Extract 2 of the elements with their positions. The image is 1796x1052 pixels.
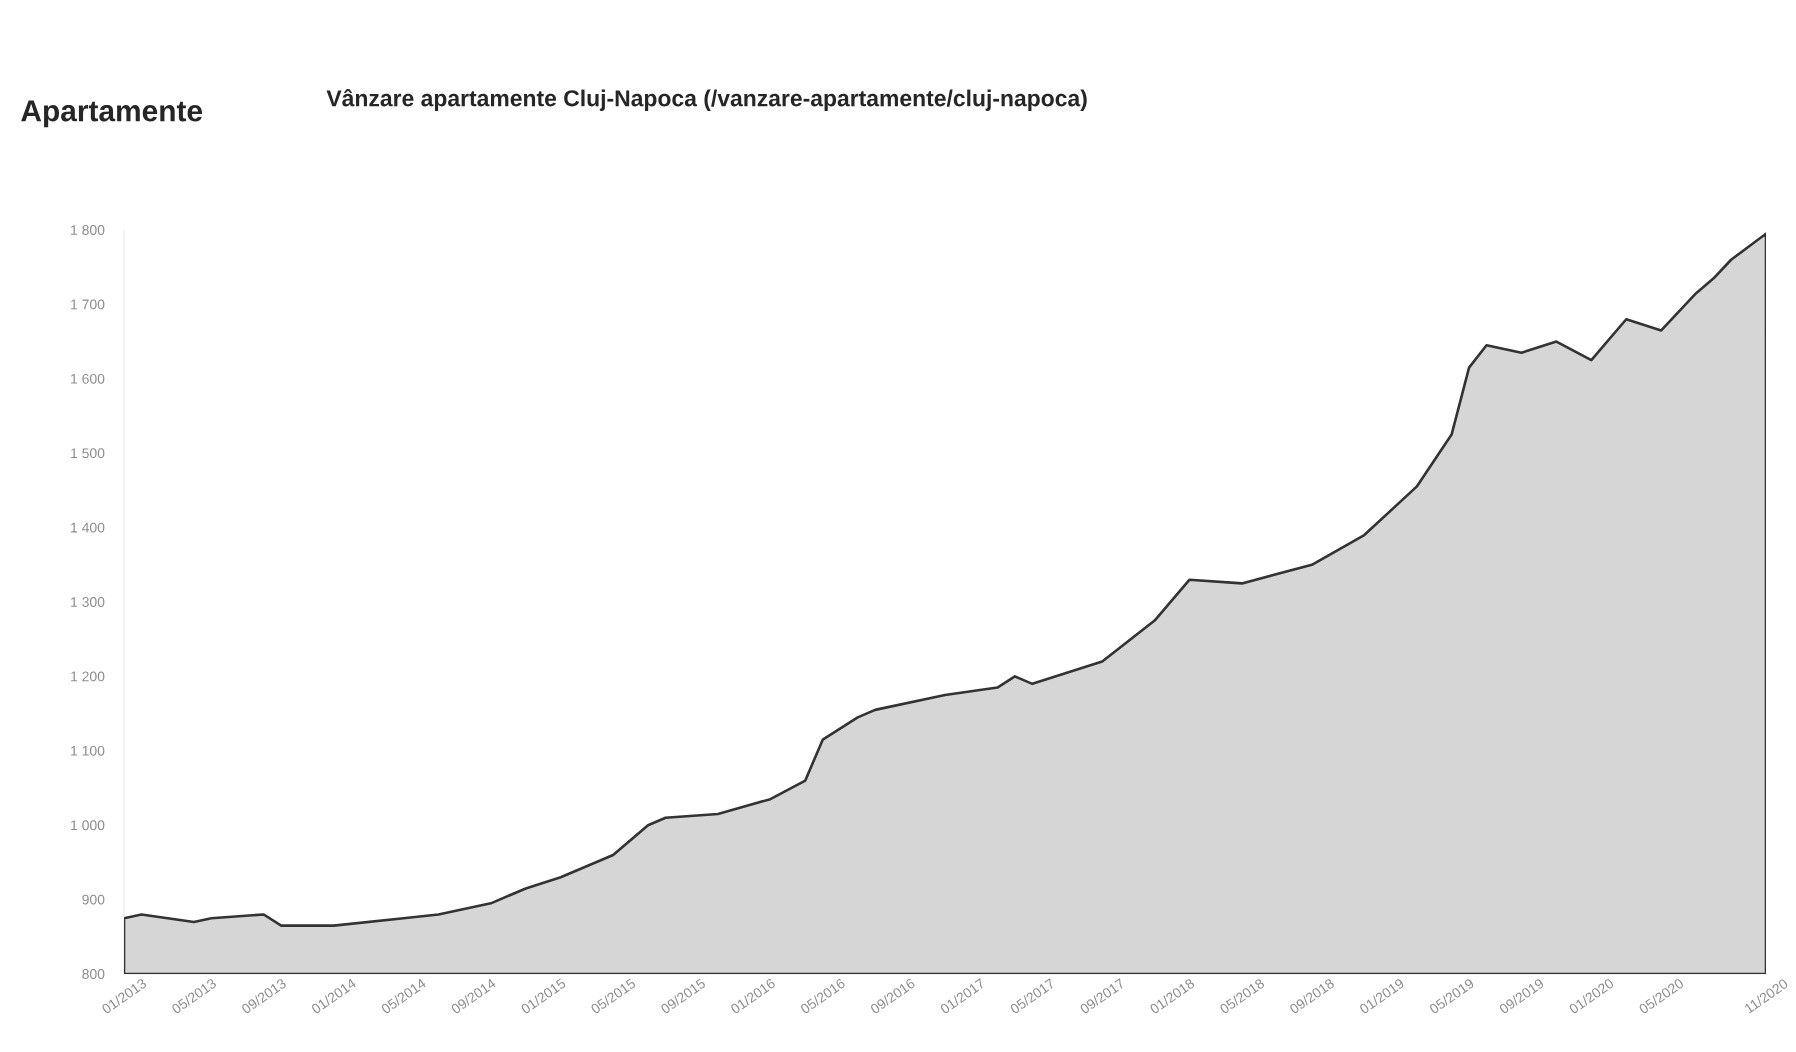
chart-title: Apartamente — [21, 100, 203, 128]
chart-subtitle: Vânzare apartamente Cluj-Napoca (/vanzare-apartamente/cluj-napoca) — [326, 89, 1087, 111]
